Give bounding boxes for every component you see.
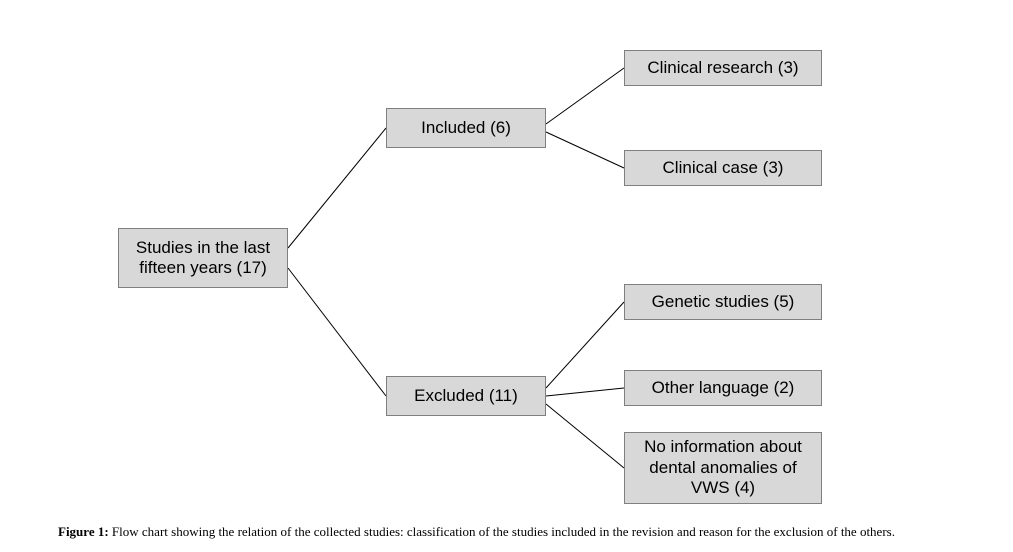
node-included: Included (6) bbox=[386, 108, 546, 148]
node-genetic-studies: Genetic studies (5) bbox=[624, 284, 822, 320]
figure-caption: Figure 1: Flow chart showing the relatio… bbox=[58, 524, 895, 540]
node-clinical-case: Clinical case (3) bbox=[624, 150, 822, 186]
node-clinical-research: Clinical research (3) bbox=[624, 50, 822, 86]
node-no-information: No information about dental anomalies of… bbox=[624, 432, 822, 504]
node-other-language: Other language (2) bbox=[624, 370, 822, 406]
node-excluded: Excluded (11) bbox=[386, 376, 546, 416]
node-root: Studies in the last fifteen years (17) bbox=[118, 228, 288, 288]
figure-caption-prefix: Figure 1: bbox=[58, 524, 109, 539]
figure-caption-text: Flow chart showing the relation of the c… bbox=[109, 524, 895, 539]
